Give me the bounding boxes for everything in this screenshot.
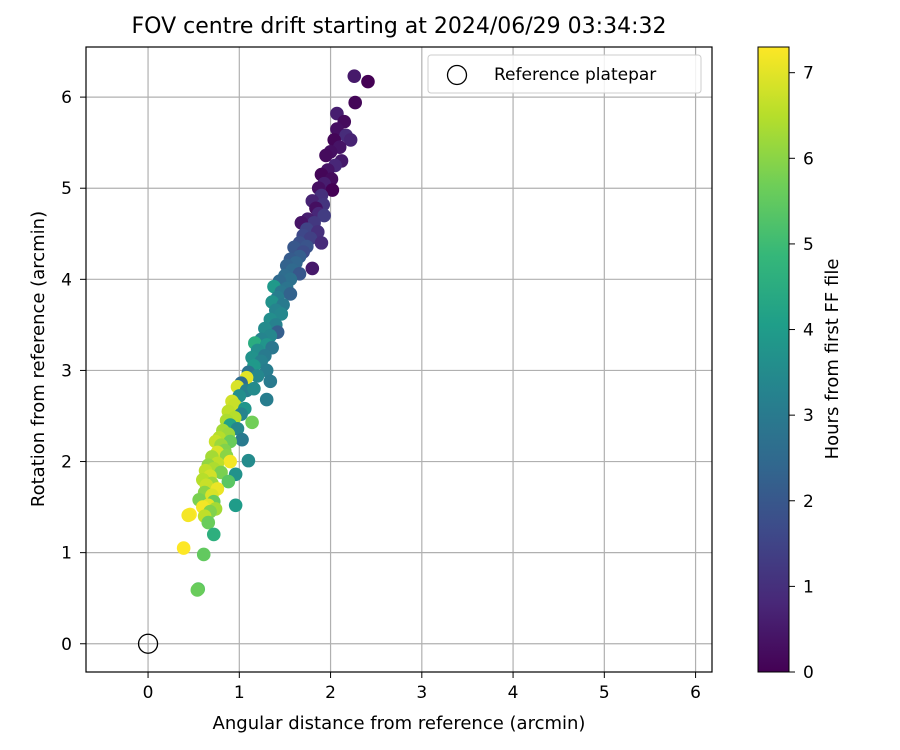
scatter-point [343,133,358,147]
scatter-point [319,148,333,163]
scatter-point [274,307,289,321]
colorbar-tick-label: 5 [803,235,814,255]
plot-frame [85,46,713,673]
scatter-point [223,454,237,469]
scatter-point [228,498,243,513]
scatter-point [201,515,216,530]
scatter-point [214,465,228,480]
reference-marker-layer [137,633,159,654]
scatter-point [221,474,236,489]
y-tick-label: 0 [61,635,72,655]
scatter-points [176,69,375,597]
x-axis-ticks: 0 1 2 3 4 5 6 [143,672,701,703]
scatter-point [235,432,249,447]
x-tick-label: 6 [690,683,701,703]
x-tick-label: 3 [416,683,427,703]
scatter-point [196,547,211,562]
x-tick-label: 4 [508,683,519,703]
scatter-point [245,415,259,430]
scatter-point [347,69,362,83]
y-tick-label: 4 [61,270,72,290]
colorbar-gradient [757,46,790,673]
x-tick-label: 5 [599,683,610,703]
scatter-point [206,527,221,542]
y-tick-label: 2 [61,453,72,473]
scatter-point [241,453,256,468]
x-tick-label: 2 [325,683,336,703]
x-tick-label: 0 [143,683,154,703]
scatter-point [247,381,261,396]
legend: Reference platepar [427,54,702,94]
y-tick-label: 5 [61,179,72,199]
scatter-point [283,287,298,301]
scatter-point [259,392,274,407]
legend-box [427,54,702,94]
y-axis-label: Rotation from reference (arcmin) [28,211,49,507]
legend-entry: Reference platepar [494,65,656,85]
legend-marker-icon [446,64,468,86]
grid [86,47,712,672]
scatter-point [250,369,265,383]
chart-title: FOV centre drift starting at 2024/06/29 … [132,14,667,39]
y-tick-label: 3 [61,361,72,381]
scatter-point [314,236,329,250]
y-tick-label: 1 [61,544,72,564]
colorbar-label: Hours from first FF file [822,259,843,460]
colorbar-tick-label: 0 [803,663,814,683]
colorbar-ticks: 0 1 2 3 4 5 6 7 [789,64,814,683]
y-tick-label: 6 [61,88,72,108]
scatter-point [305,261,320,276]
scatter-point [317,208,331,223]
scatter-point [361,74,375,89]
colorbar-tick-label: 1 [803,577,814,597]
colorbar-tick-label: 6 [803,149,814,169]
y-axis-ticks: 0 1 2 3 4 5 6 [61,88,86,655]
colorbar-tick-label: 2 [803,492,814,512]
x-tick-label: 1 [234,683,245,703]
scatter-point [176,541,191,555]
scatter-point [325,183,340,197]
colorbar-tick-label: 3 [803,406,814,426]
scatter-point [181,508,196,523]
scatter-point [190,583,205,597]
colorbar-tick-label: 7 [803,64,814,84]
reference-platepar-marker [137,633,159,654]
scatter-point [348,95,362,110]
colorbar: 0 1 2 3 4 5 6 7 Hours from first FF file [757,46,843,683]
colorbar-tick-label: 4 [803,321,814,341]
x-axis-label: Angular distance from reference (arcmin) [213,713,586,734]
scatter-point [263,374,278,389]
